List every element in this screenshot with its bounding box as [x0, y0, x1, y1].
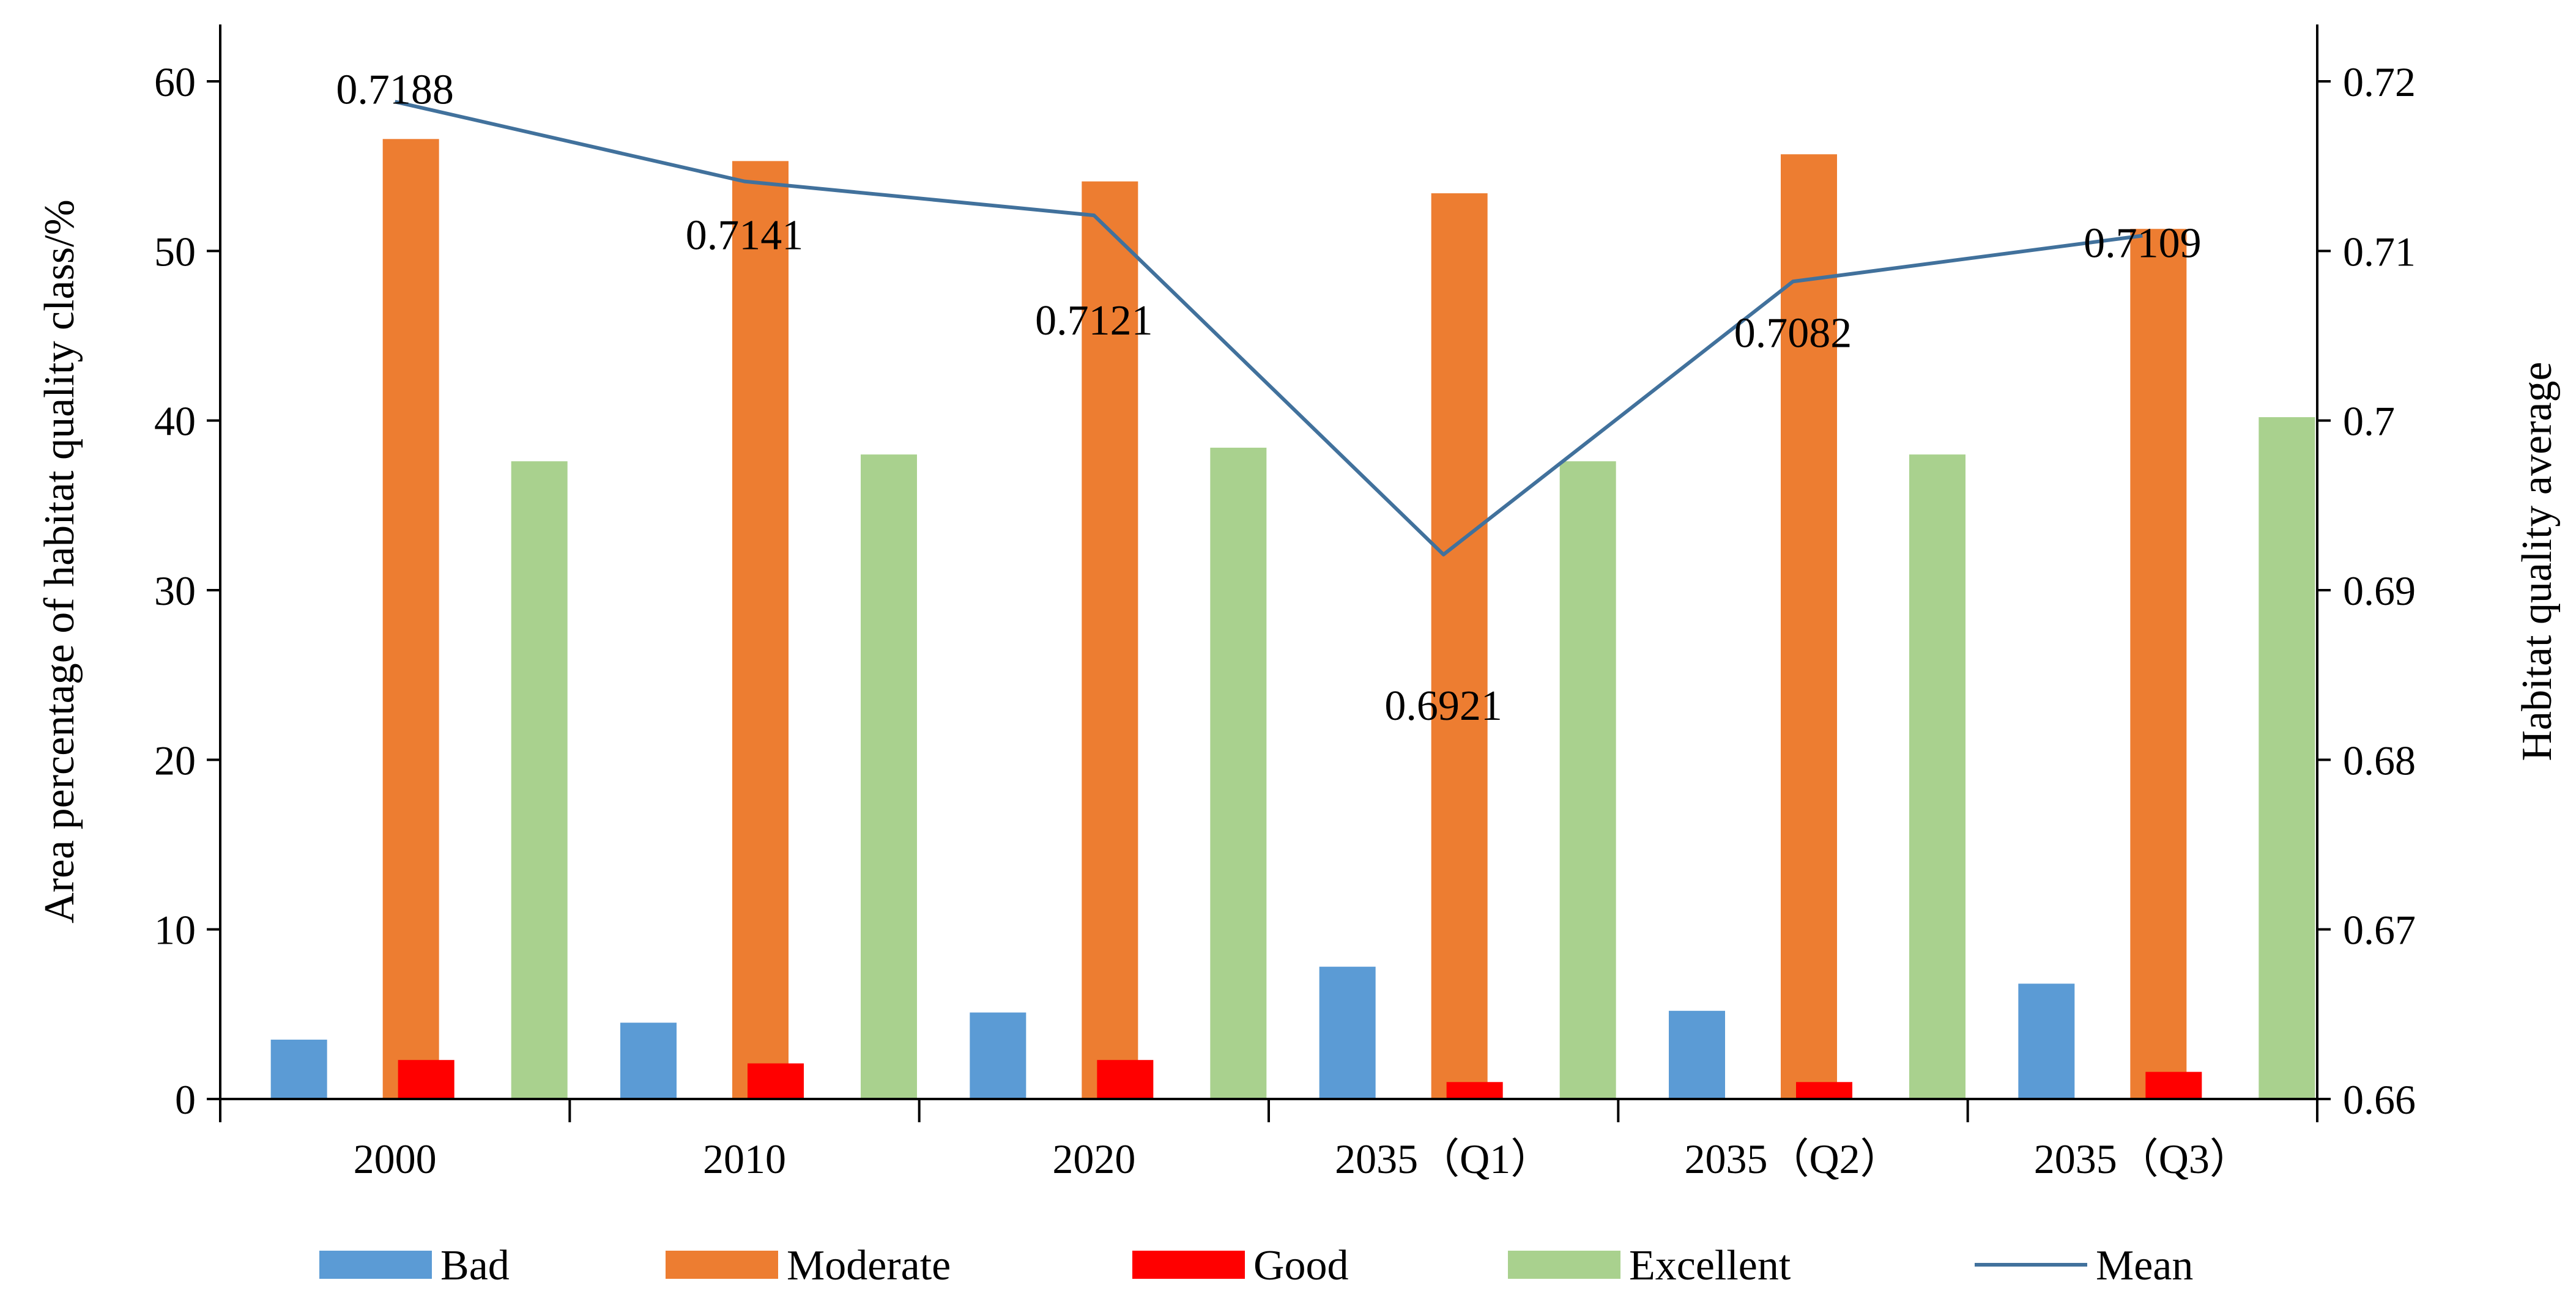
bar-moderate-0: [382, 139, 439, 1099]
mean-data-label: 0.7121: [1035, 297, 1153, 344]
mean-data-label: 0.7188: [336, 66, 454, 113]
y2-tick-label: 0.67: [2343, 907, 2416, 953]
mean-data-label: 0.7141: [686, 212, 804, 259]
y2-tick-label: 0.72: [2343, 59, 2416, 105]
y-tick-label: 30: [154, 568, 196, 614]
bar-excellent-4: [1909, 454, 1965, 1100]
mean-data-label: 0.6921: [1384, 683, 1502, 730]
bar-excellent-2: [1210, 448, 1267, 1099]
legend-label-excellent: Excellent: [1629, 1242, 1791, 1289]
bar-bad-4: [1669, 1010, 1725, 1099]
bar-bad-5: [2018, 983, 2075, 1099]
data-labels-layer: 0.7188 0.7141 0.7121 0.6921 0.7082 0.7109: [336, 66, 2201, 729]
y2-tick-label: 0.7: [2343, 398, 2395, 445]
y-tick-label: 10: [154, 907, 196, 953]
bar-excellent-5: [2259, 417, 2315, 1099]
mean-data-label: 0.7109: [2084, 220, 2202, 267]
mean-line-layer: [394, 100, 2143, 557]
y2-tick-label: 0.71: [2343, 228, 2416, 275]
legend-label-moderate: Moderate: [787, 1242, 951, 1289]
bar-excellent-3: [1559, 461, 1616, 1099]
y-tick-label: 50: [154, 228, 196, 275]
legend-label-good: Good: [1253, 1242, 1349, 1289]
bar-good-5: [2145, 1071, 2202, 1099]
bar-bad-3: [1319, 966, 1376, 1099]
bar-bad-1: [620, 1023, 677, 1099]
y-tick-label: 20: [154, 737, 196, 783]
mean-data-label: 0.7082: [1734, 309, 1852, 357]
bar-good-4: [1796, 1082, 1852, 1099]
bar-moderate-4: [1781, 154, 1837, 1100]
mean-line: [394, 100, 2143, 557]
ticks-layer: 0 10 20 30 40 50 60 0.66 0.67 0.68 0.69 0.7 0.71 0.72…: [154, 59, 2416, 1182]
x-tick-label: 2000: [354, 1136, 437, 1182]
y-tick-label: 60: [154, 59, 196, 105]
legend-swatch-excellent: [1508, 1251, 1620, 1279]
bar-moderate-3: [1431, 193, 1488, 1099]
x-tick-label: 2035（Q1）: [1335, 1136, 1552, 1182]
bar-good-2: [1097, 1060, 1154, 1099]
bar-bad-2: [970, 1012, 1026, 1099]
y2-tick-label: 0.69: [2343, 568, 2416, 614]
legend-swatch-moderate: [666, 1251, 778, 1279]
y-axis-title: Area percentage of habitat quality class…: [36, 199, 83, 923]
legend: Bad Moderate Good Excellent Mean: [319, 1242, 2193, 1289]
bars-layer: [270, 139, 2315, 1100]
y-tick-label: 0: [175, 1076, 196, 1123]
bar-good-0: [398, 1060, 455, 1099]
x-tick-label: 2010: [703, 1136, 786, 1182]
bar-good-1: [748, 1063, 804, 1099]
y2-axis-title: Habitat quality average: [2514, 361, 2561, 761]
legend-swatch-bad: [319, 1251, 432, 1279]
y-tick-label: 40: [154, 398, 196, 445]
bar-good-3: [1446, 1082, 1503, 1099]
y2-tick-label: 0.68: [2343, 737, 2416, 783]
legend-label-bad: Bad: [440, 1242, 510, 1289]
x-tick-label: 2035（Q2）: [1684, 1136, 1901, 1182]
bar-excellent-0: [511, 461, 568, 1099]
bar-bad-0: [270, 1039, 327, 1099]
bar-moderate-5: [2130, 229, 2187, 1099]
legend-label-mean: Mean: [2096, 1242, 2193, 1289]
bar-moderate-1: [732, 161, 789, 1099]
legend-swatch-good: [1132, 1251, 1245, 1279]
x-tick-label: 2020: [1052, 1136, 1135, 1182]
x-tick-label: 2035（Q3）: [2034, 1136, 2251, 1182]
bar-excellent-1: [861, 454, 917, 1100]
bar-moderate-2: [1082, 181, 1138, 1099]
y2-tick-label: 0.66: [2343, 1076, 2416, 1123]
